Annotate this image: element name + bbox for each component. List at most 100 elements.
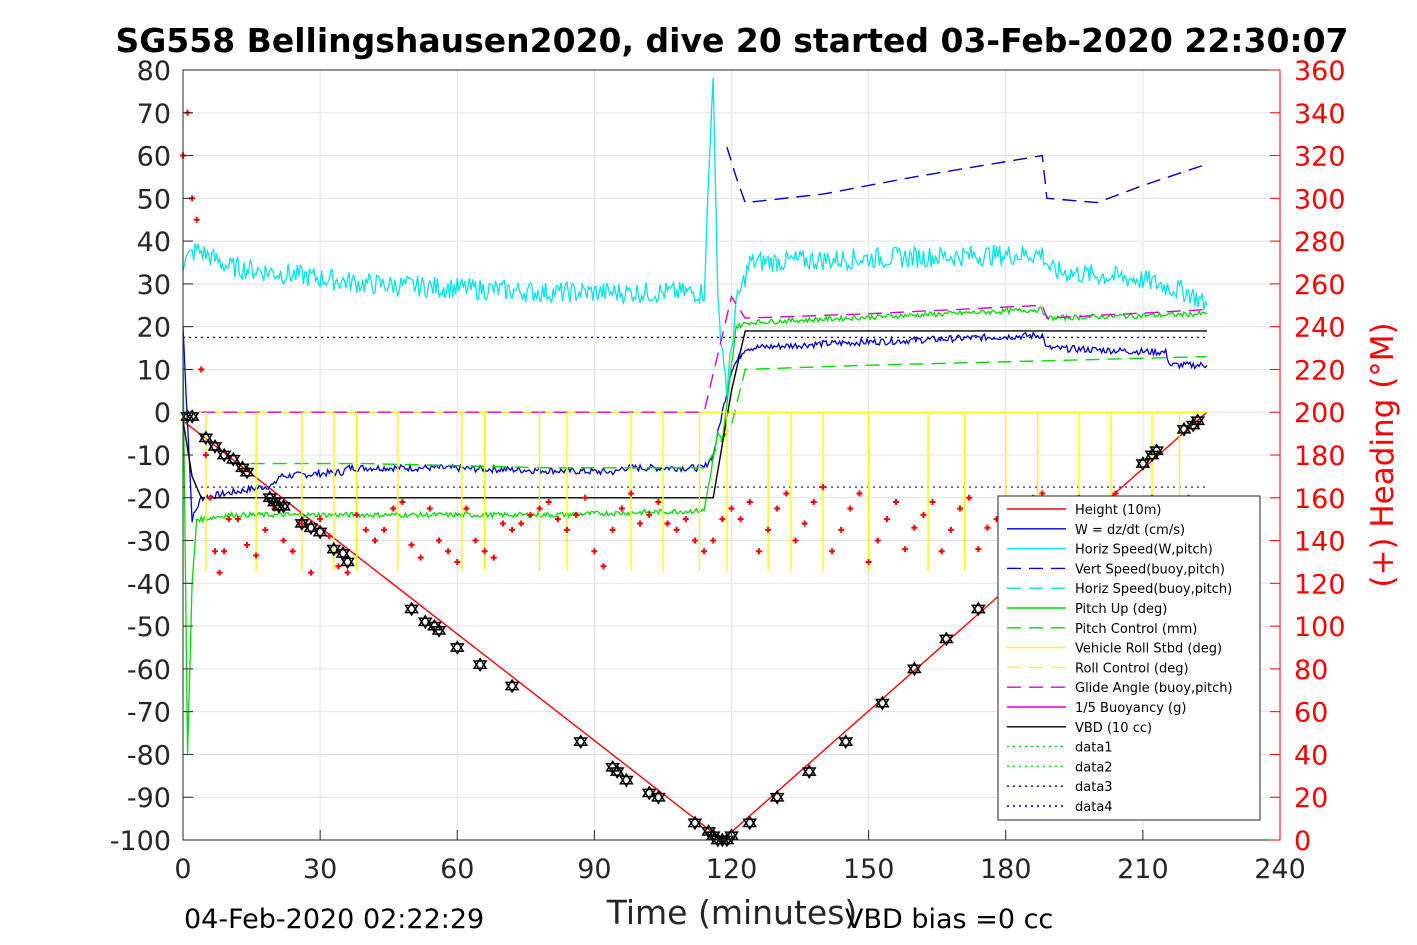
depth-marker [906,661,922,677]
heading-marker [371,537,378,544]
legend-label: Roll Control (deg) [1075,661,1189,676]
heading-marker [545,499,552,506]
depth-marker [312,524,328,540]
y-tick-label-left: -50 [127,612,171,643]
heading-marker [801,520,808,527]
heading-marker [792,537,799,544]
x-tick-label: 30 [303,854,337,885]
heading-marker [518,520,525,527]
heading-marker [426,505,433,512]
y-tick-label-right: 360 [1294,56,1346,87]
heading-marker [317,516,324,523]
heading-marker [637,520,644,527]
heading-marker [262,526,269,533]
y-tick-label-right: 240 [1294,313,1346,344]
heading-marker [746,499,753,506]
y-tick-label-right: 100 [1294,612,1346,643]
y-tick-label-right: 80 [1294,655,1328,686]
x-tick-label: 210 [1117,854,1169,885]
y-tick-label-right: 200 [1294,398,1346,429]
heading-marker [691,537,698,544]
depth-marker [801,764,817,779]
legend-label: data1 [1075,741,1113,756]
heading-marker [216,569,223,576]
legend-label: data2 [1075,760,1113,775]
y-tick-label-right: 300 [1294,184,1346,215]
heading-marker [280,537,287,544]
heading-marker [874,537,881,544]
y-tick-label-right: 280 [1294,227,1346,258]
heading-marker [673,526,680,533]
legend-label: 1/5 Buoyancy (g) [1075,701,1186,716]
y-tick-label-left: 30 [137,270,171,301]
heading-marker [591,548,598,555]
heading-marker [618,505,625,512]
heading-marker [527,511,534,518]
depth-marker [504,678,520,694]
depth-marker [687,815,703,831]
heading-marker [957,505,964,512]
heading-marker [947,526,954,533]
x-tick-label: 180 [980,854,1032,885]
vbd-bias-label: VBD bias =0 cc [845,904,1053,935]
y-tick-label-left: -40 [127,569,171,600]
series-horiz-speed-w-pitch- [182,77,1208,398]
heading-marker [417,554,424,561]
y-tick-label-right: 180 [1294,441,1346,472]
y-tick-label-left: 20 [137,313,171,344]
y-tick-label-right: 140 [1294,527,1346,558]
heading-marker [883,516,890,523]
depth-marker [472,657,488,673]
heading-marker [221,548,228,555]
heading-marker [865,558,872,565]
y-tick-label-right: 40 [1294,740,1328,771]
axes: 0 30 60 90 120 150 180 210 24080706050403020100-… [110,56,1346,885]
heading-marker [728,505,735,512]
depth-marker [769,789,785,805]
depth-marker [276,498,291,514]
y-tick-label-left: -70 [127,698,171,729]
x-axis-label: Time (minutes) [606,893,858,932]
legend: Height (10m) W = dz/dt (cm/s) Horiz Speed(… [997,495,1261,821]
y-tick-label-left: -30 [127,527,171,558]
y-tick-label-left: 80 [137,56,171,87]
series-pitch-up-deg- [182,306,1208,754]
y-tick-label-right: 20 [1294,783,1328,814]
depth-marker [198,430,214,446]
series-glide-angle-buoy-pitch- [201,294,1207,413]
depth-marker [1190,413,1206,429]
heading-marker [399,499,406,506]
heading-marker [755,548,762,555]
x-tick-label: 60 [440,854,474,885]
heading-marker [920,511,927,518]
heading-marker [202,452,209,458]
depth-marker [184,409,200,424]
y-tick-label-left: 70 [137,99,171,130]
y-tick-label-right: 320 [1294,142,1346,173]
heading-marker [211,548,218,555]
heading-marker [810,499,817,506]
heading-marker [445,548,452,555]
depth-marker [609,764,625,779]
depth-marker [449,640,465,655]
y-axis-label-right: (+) Heading (°M) [1365,322,1401,587]
y-tick-label-left: -100 [110,826,171,857]
y-tick-label-right: 0 [1294,826,1311,857]
heading-marker [911,524,918,531]
legend-label: VBD (10 cc) [1075,721,1152,736]
heading-marker [819,484,826,491]
depth-marker [651,789,666,805]
heading-marker [646,511,653,518]
heading-marker [710,537,717,544]
depth-marker [1135,456,1151,471]
heading-marker [609,526,616,533]
depth-marker [742,815,758,831]
heading-marker [234,516,241,523]
y-tick-label-right: 120 [1294,569,1346,600]
x-tick-label: 0 [174,854,191,885]
depth-marker [573,734,589,750]
heading-marker [838,526,845,533]
end-time-label: 04-Feb-2020 02:22:29 [184,904,484,935]
heading-marker [655,499,662,506]
legend-label: Vert Speed(buoy,pitch) [1075,562,1225,577]
